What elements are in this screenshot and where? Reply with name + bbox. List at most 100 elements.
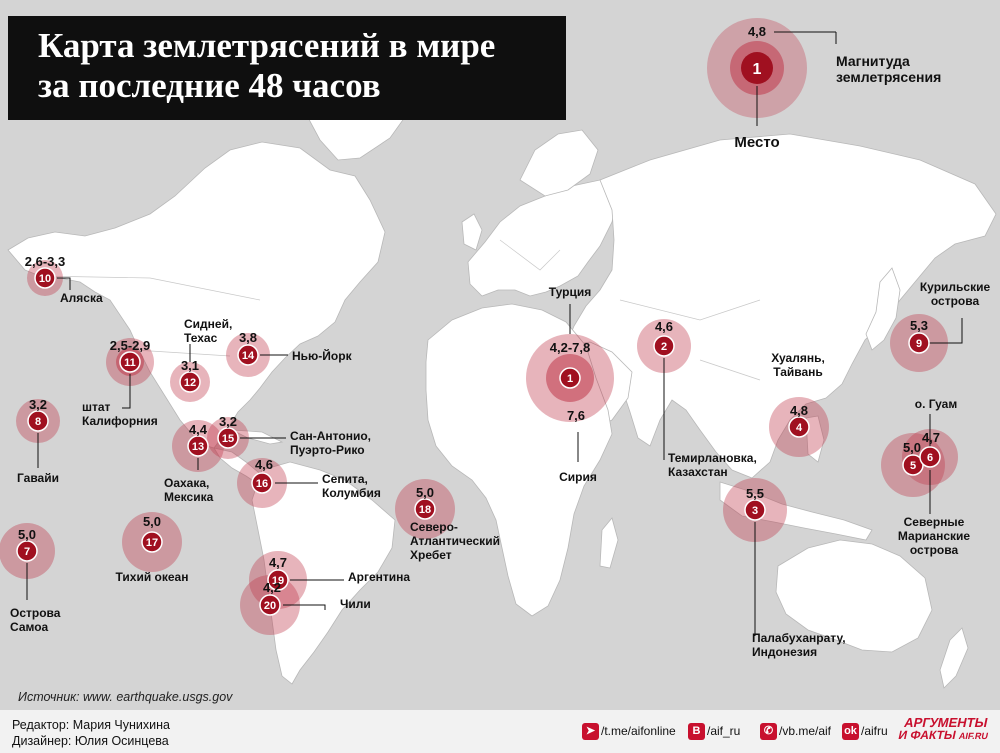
social-telegram-text: /t.me/aifonline [601, 724, 676, 738]
social-viber-link[interactable]: ✆ /vb.me/aif [760, 722, 831, 740]
land-madagascar [599, 517, 619, 569]
leader-lines [26, 277, 963, 636]
event-number-9: 9 [916, 338, 922, 350]
odnoklassniki-icon: ok [842, 722, 859, 740]
vk-icon: В [688, 722, 705, 740]
event-magnitude-3: 4,6 [655, 319, 673, 334]
legend-place-number: 1 [753, 61, 762, 78]
event-place-label-7: острова [910, 543, 959, 557]
event-magnitude-17: 4,6 [255, 457, 273, 472]
social-viber-text: /vb.me/aif [779, 724, 832, 738]
event-magnitude-18: 5,0 [143, 514, 161, 529]
event-magnitude-6: 5,0 [903, 440, 921, 455]
event-place-label-17: Сепита, [322, 472, 368, 486]
event-magnitude-8: 5,0 [18, 527, 36, 542]
designer-credit: Дизайнер: Юлия Осинцева [12, 734, 169, 748]
legend-magnitude-label-1: Магнитуда [836, 53, 910, 69]
event-marker-3 [744, 499, 766, 521]
event-place-label-7: Северные [904, 515, 965, 529]
event-number-20: 20 [264, 600, 276, 612]
event-number-13: 13 [192, 441, 204, 453]
event-place-label-18: Тихий океан [116, 570, 189, 584]
event-place-label-19: Северо- [410, 520, 458, 534]
legend: 1 4,8 Магнитуда землетрясения Место [707, 18, 941, 151]
event-place-label-6: о. Гуам [915, 397, 958, 411]
event-place-label-15: Нью-Йорк [292, 348, 353, 363]
footer-bar: Редактор: Мария Чунихина Дизайнер: Юлия … [0, 710, 1000, 753]
event-magnitude-5: 4,8 [790, 403, 808, 418]
event-number-11: 11 [124, 357, 136, 369]
event-magnitude-10: 5,3 [910, 318, 928, 333]
social-vk-link[interactable]: В /aif_ru [688, 722, 740, 740]
event-magnitude-9: 3,2 [29, 397, 47, 412]
event-marker-19 [267, 569, 289, 591]
event-magnitude-19: 5,0 [416, 485, 434, 500]
viber-icon: ✆ [760, 722, 777, 740]
event-marker-10 [34, 267, 56, 289]
social-ok-link[interactable]: ok /aifru [842, 722, 888, 740]
event-marker-6 [919, 446, 941, 468]
event-number-7: 7 [24, 546, 30, 558]
event-place-label-5: Тайвань [773, 365, 823, 379]
land-philippines [805, 415, 825, 463]
legend-magnitude-label-2: землетрясения [836, 69, 941, 85]
event-place-label-16: Пуэрто-Рико [290, 443, 365, 457]
event-place-label-12: Калифорния [82, 414, 158, 428]
land-south-america [251, 461, 396, 685]
event-labels: 4,2-7,8 Турция 7,6 Сирия 4,6 Темирлановка,Каз… [10, 254, 990, 659]
social-telegram-link[interactable]: ➤ /t.me/aifonline [582, 722, 676, 740]
event-number-19: 19 [272, 575, 284, 587]
event-place-label-19: Атлантический [410, 534, 500, 548]
event-place-label-1: Турция [549, 285, 591, 299]
border-lines [39, 239, 761, 381]
event-marker-15 [217, 427, 239, 449]
event-number-6: 6 [927, 452, 933, 464]
event-marker-18 [414, 498, 436, 520]
event-leader-12 [122, 374, 131, 409]
event-place-label-2: Сирия [559, 470, 597, 484]
event-magnitude-7: 4,7 [922, 430, 940, 445]
event-marker-7 [16, 540, 38, 562]
event-place-label-10: Курильские [920, 280, 991, 294]
land-new-zealand [939, 627, 969, 689]
event-magnitude-14: 4,4 [189, 422, 208, 437]
event-magnitude-4: 5,5 [746, 486, 764, 501]
event-number-3: 3 [752, 505, 758, 517]
land-scandinavia [519, 129, 599, 197]
event-marker-2 [653, 335, 675, 357]
event-marker-9 [908, 332, 930, 354]
event-number-1: 1 [567, 373, 573, 385]
event-place-label-13: Техас [184, 331, 218, 345]
event-place-label-10: острова [931, 294, 980, 308]
event-number-15: 15 [222, 433, 234, 445]
event-place-label-21: Чили [340, 597, 371, 611]
land-japan [865, 267, 901, 351]
title-line-1: Карта землетрясений в мире [38, 26, 496, 65]
land-indonesia [719, 481, 873, 541]
event-number-12: 12 [184, 377, 196, 389]
event-place-label-5: Хуалянь, [771, 351, 825, 365]
social-vk-text: /aif_ru [707, 724, 741, 738]
event-place-label-13: Сидней, [184, 317, 232, 331]
logo-line-2-text: И ФАКТЫ [897, 728, 958, 742]
event-place-label-16: Сан-Антонио, [290, 429, 371, 443]
event-magnitude-20: 4,7 [269, 555, 287, 570]
event-magnitude-21: 4,2 [263, 580, 281, 595]
event-leader-21 [283, 604, 326, 610]
event-marker-11 [119, 351, 141, 373]
event-place-label-20: Аргентина [348, 570, 410, 584]
event-number-17: 17 [146, 537, 158, 549]
telegram-icon: ➤ [582, 722, 599, 740]
legend-place-label: Место [734, 134, 779, 151]
event-magnitude-16: 3,2 [219, 414, 237, 429]
event-magnitude-15: 3,8 [239, 330, 257, 345]
event-number-8: 8 [35, 416, 41, 428]
event-magnitude-2: 7,6 [567, 408, 585, 423]
event-place-label-8: Острова [10, 606, 61, 620]
title-banner: Карта землетрясений в мире за последние … [8, 16, 566, 120]
social-ok-text: /aifru [861, 724, 888, 738]
land-australia [775, 539, 933, 653]
event-magnitude-13: 3,1 [181, 358, 199, 373]
